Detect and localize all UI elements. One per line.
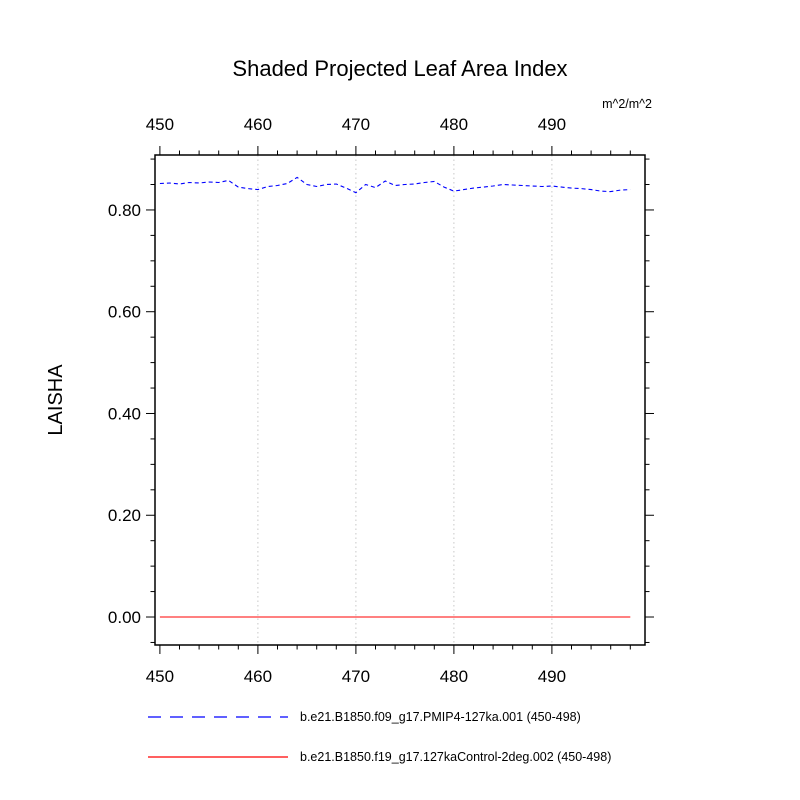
- chart-title: Shaded Projected Leaf Area Index: [232, 56, 567, 81]
- plot-border: [154, 154, 646, 646]
- top-axis-tick-label: 470: [342, 115, 370, 134]
- bottom-axis-tick-label: 460: [244, 667, 272, 686]
- top-axis-tick-label: 460: [244, 115, 272, 134]
- series-line-0: [159, 176, 631, 194]
- bottom-axis-tick-label: 470: [342, 667, 370, 686]
- legend-label-control: b.e21.B1850.f19_g17.127kaControl-2deg.00…: [300, 750, 611, 764]
- y-axis-tick-label: 0.80: [108, 201, 141, 220]
- top-axis-tick-label: 480: [440, 115, 468, 134]
- units-label: m^2/m^2: [602, 97, 652, 111]
- legend: b.e21.B1850.f09_g17.PMIP4-127ka.001 (450…: [148, 710, 611, 764]
- legend-label-pmip4: b.e21.B1850.f09_g17.PMIP4-127ka.001 (450…: [300, 710, 581, 724]
- y-axis-tick-label: 0.00: [108, 608, 141, 627]
- y-axis-tick-label: 0.20: [108, 506, 141, 525]
- y-axis-tick-label: 0.40: [108, 404, 141, 423]
- plot-area: 450 450 460 460 470 470 480 480 490 490 0.00 0.20 0.…: [108, 115, 654, 686]
- bottom-axis-tick-label: 480: [440, 667, 468, 686]
- top-axis-tick-label: 490: [538, 115, 566, 134]
- bottom-axis-tick-label: 490: [538, 667, 566, 686]
- top-axis-tick-label: 450: [146, 115, 174, 134]
- y-axis-tick-label: 0.60: [108, 303, 141, 322]
- bottom-axis-tick-label: 450: [146, 667, 174, 686]
- y-axis-label: LAISHA: [45, 364, 67, 436]
